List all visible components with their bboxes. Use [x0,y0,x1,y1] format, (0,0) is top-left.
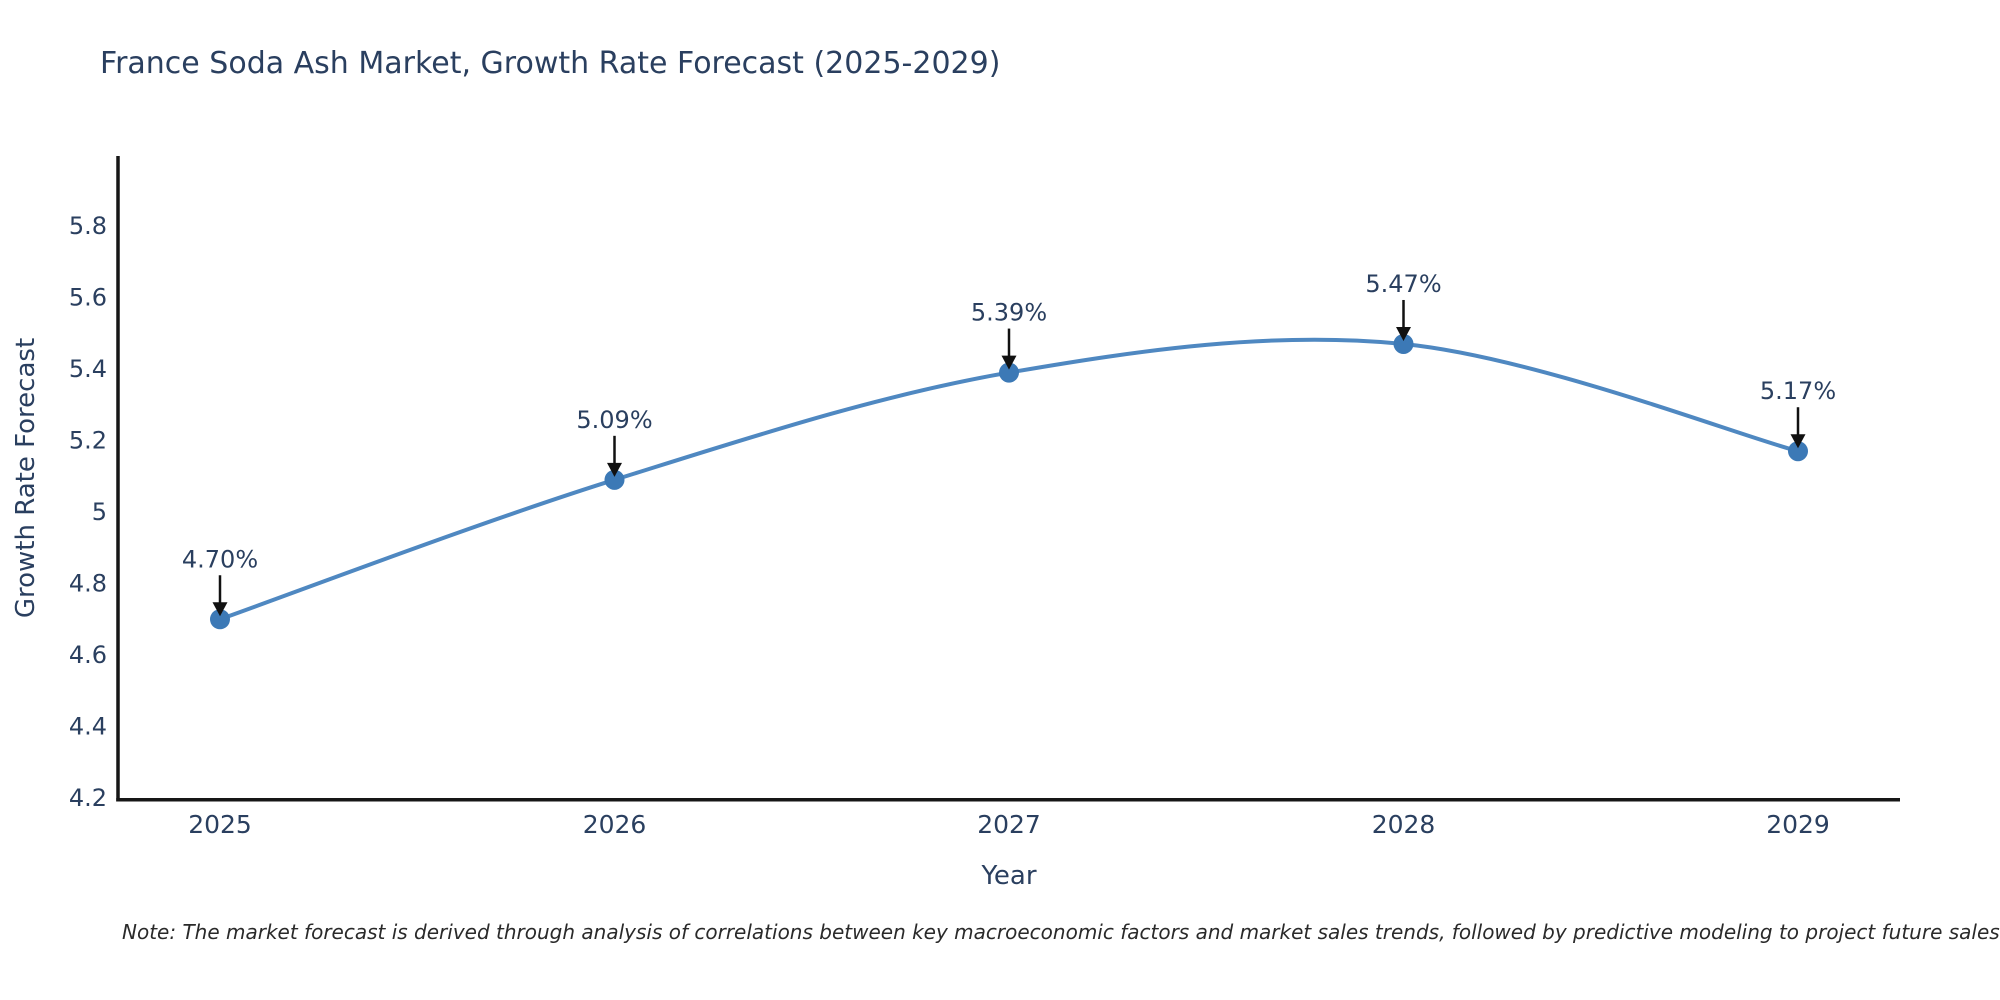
annotation-arrow-head [607,462,622,477]
data-point-marker [210,609,230,630]
x-tick-label: 2026 [583,810,647,839]
y-tick-label: 4.6 [69,641,107,669]
y-tick-label: 4.4 [69,713,107,741]
annotation-arrow-head [1001,355,1017,370]
y-axis-title: Growth Rate Forecast [11,338,41,618]
y-tick-label: 5.6 [69,284,107,312]
data-point-label: 4.70% [182,545,258,573]
data-point-marker [1788,441,1808,462]
x-axis-title: Year [980,861,1036,891]
footnote: Note: The market forecast is derived thr… [122,920,2000,944]
data-point-marker [999,362,1019,383]
y-axis-ticks: 4.2 4.4 4.6 4.8 5 5.2 5.4 5.6 5.8 [69,212,107,812]
x-axis-ticks: 2025 2026 2027 2028 2029 [188,810,1830,839]
annotation-arrow-head [1790,434,1806,449]
data-point-label: 5.39% [971,299,1047,327]
x-tick-label: 2028 [1372,810,1436,839]
y-tick-label: 5 [92,498,107,526]
annotation-arrow-head [1396,326,1411,341]
marker-layer [210,333,1808,630]
data-point-label: 5.17% [1760,377,1836,405]
y-tick-label: 4.2 [69,784,107,812]
data-point-label: 5.09% [576,406,652,434]
y-tick-label: 5.4 [69,355,107,383]
annotation-arrow-head [212,602,228,617]
x-tick-label: 2029 [1766,810,1830,839]
y-tick-label: 5.2 [69,427,107,455]
chart-title: France Soda Ash Market, Growth Rate Fore… [100,46,1001,81]
x-tick-label: 2027 [977,810,1041,839]
data-point-marker [1393,333,1414,354]
data-point-marker [604,469,625,490]
annotation-layer: 4.70% 5.09% 5.39% 5.47% 5.17% [182,270,1836,617]
y-tick-label: 5.8 [69,212,107,240]
data-point-label: 5.47% [1365,270,1441,298]
y-tick-label: 4.8 [69,570,107,598]
x-tick-label: 2025 [188,810,252,839]
footnote-wrap: Note: The market forecast is derived thr… [0,920,2000,960]
